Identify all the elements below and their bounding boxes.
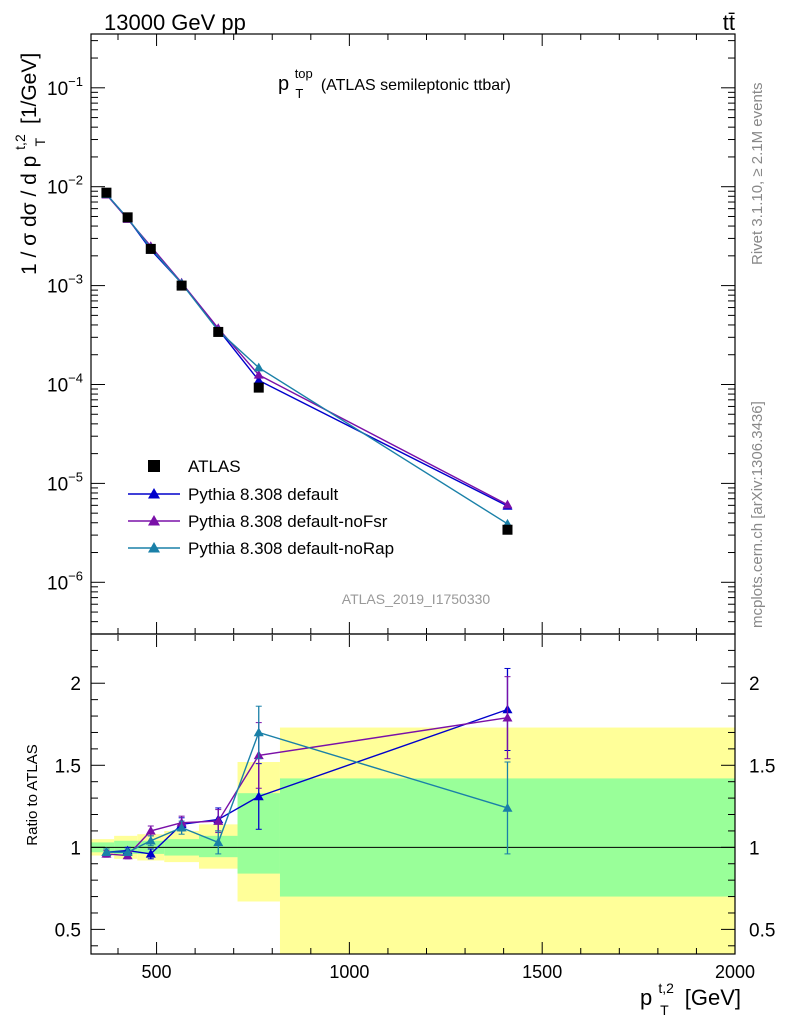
ratio-tick-label: 0.5	[55, 920, 81, 941]
y-tick-label: 10−5	[47, 469, 83, 495]
ratio-point	[213, 837, 224, 847]
y-tick-label: 10−3	[47, 272, 83, 298]
ratio-ylabel: Ratio to ATLAS	[24, 744, 41, 845]
x-axis-label: p t,2 T [GeV]	[640, 973, 741, 1020]
ratio-point	[502, 802, 513, 812]
process-label: tt̄	[723, 10, 735, 35]
series-point	[253, 375, 264, 385]
main-ylabel-sub: T	[32, 137, 48, 146]
plot-title: p top T (ATLAS semileptonic ttbar)	[278, 61, 511, 103]
data-point	[502, 524, 513, 535]
data-point	[101, 187, 112, 198]
ratio-series	[101, 667, 513, 860]
x-tick-label: 1000	[329, 962, 369, 982]
legend-label: ATLAS	[188, 457, 241, 476]
rivet-label: Rivet 3.1.10, ≥ 2.1M events	[749, 83, 766, 266]
ratio-tick-label-right: 1.5	[749, 756, 775, 777]
y-tick-label: 10−2	[47, 173, 83, 199]
main-ylabel-unit: [1/GeV]	[18, 53, 41, 124]
main-series	[101, 187, 513, 535]
data-point	[176, 280, 187, 291]
plot-title-main: p	[278, 73, 289, 95]
y-tick-label: 10−6	[47, 568, 83, 594]
series-line	[105, 193, 508, 525]
x-axis-label-sup: t,2	[658, 980, 674, 996]
ratio-bands	[91, 727, 735, 954]
main-ylabel-sup: t,2	[12, 134, 28, 150]
legend-marker	[148, 488, 160, 499]
y-tick-label: 10−1	[47, 74, 83, 100]
series-point	[253, 369, 264, 379]
ratio-point	[145, 835, 156, 845]
mcplots-label: mcplots.cern.ch [arXiv:1306.3436]	[749, 401, 766, 628]
legend: ATLAS Pythia 8.308 default Pythia 8.308 de…	[128, 457, 394, 558]
ratio-point	[101, 847, 112, 857]
ratio-point	[253, 727, 264, 737]
plot-title-sup: top	[295, 66, 313, 81]
ratio-tick-label-right: 2	[749, 674, 760, 695]
axis-ticks: 500 1000 1500 2000 10−1 10−2 10−3 10−4 10−5 10−6 2…	[47, 34, 775, 982]
data-point	[253, 382, 264, 393]
legend-label: Pythia 8.308 default	[188, 485, 339, 504]
ratio-point	[145, 848, 156, 858]
legend-label: Pythia 8.308 default-noRap	[188, 539, 394, 558]
x-axis-label-main: p	[640, 985, 652, 1010]
ratio-point	[253, 791, 264, 801]
analysis-id: ATLAS_2019_I1750330	[342, 591, 491, 607]
ratio-point	[145, 825, 156, 835]
ratio-tick-label-right: 1	[749, 838, 760, 859]
ratio-frame	[90, 633, 736, 955]
data-point	[122, 212, 133, 223]
legend-marker	[148, 542, 160, 553]
legend-label: Pythia 8.308 default-noFsr	[188, 512, 388, 531]
ratio-point	[176, 822, 187, 832]
ratio-tick-label-right: 0.5	[749, 920, 775, 941]
data-point	[145, 243, 156, 254]
series-point	[253, 362, 264, 372]
ratio-tick-label: 1	[70, 838, 81, 859]
ratio-tick-label: 1.5	[55, 756, 81, 777]
plot-title-sub: T	[295, 86, 303, 101]
energy-label: 13000 GeV pp	[104, 10, 246, 35]
main-ylabel-text: 1 / σ dσ / d p	[18, 156, 41, 275]
x-axis-label-unit: [GeV]	[685, 985, 741, 1010]
ratio-point	[502, 712, 513, 722]
y-tick-label: 10−4	[47, 370, 83, 396]
x-axis-label-sub: T	[660, 1002, 669, 1018]
series-line	[105, 193, 508, 507]
x-tick-label: 500	[142, 962, 172, 982]
series-point	[502, 499, 513, 509]
data-point	[213, 326, 224, 337]
ratio-point	[122, 847, 133, 857]
x-tick-label: 1500	[522, 962, 562, 982]
main-ylabel: 1 / σ dσ / d p t,2 T [1/GeV]	[7, 53, 50, 275]
plot-title-rest: (ATLAS semileptonic ttbar)	[321, 77, 511, 94]
ratio-point	[213, 816, 224, 825]
ratio-tick-label: 2	[70, 674, 81, 695]
series-line	[105, 194, 508, 506]
x-tick-label: 2000	[715, 962, 755, 982]
legend-marker	[148, 515, 160, 526]
legend-marker	[148, 460, 160, 472]
